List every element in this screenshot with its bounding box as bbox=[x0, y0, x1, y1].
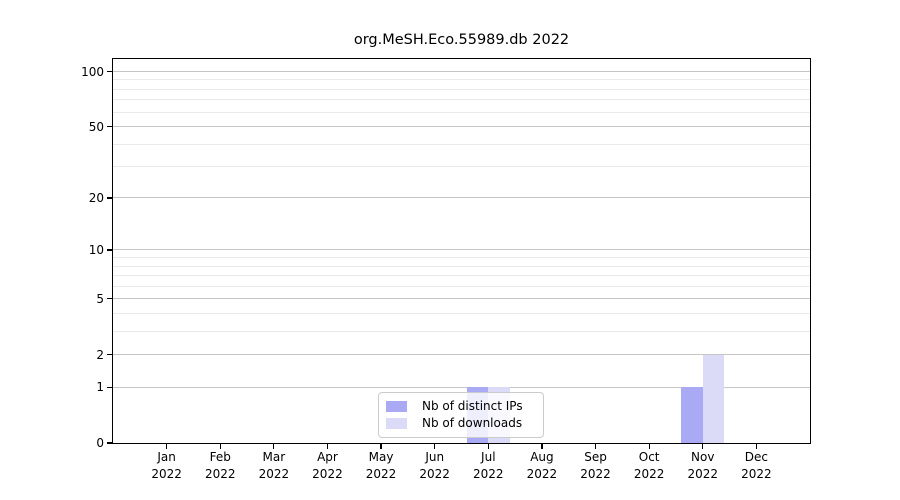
legend-swatch-nb-of-downloads bbox=[386, 418, 407, 429]
x-tick-month: Jul bbox=[481, 450, 496, 464]
legend-label: Nb of distinct IPs bbox=[422, 399, 523, 413]
legend-item-nb-of-downloads: Nb of downloads bbox=[386, 417, 543, 430]
x-tick-may bbox=[380, 444, 382, 449]
plot-area: Nb of distinct IPs Nb of downloads bbox=[113, 59, 810, 443]
x-tick-month: Nov bbox=[691, 450, 715, 464]
x-tick-label-jun: Jun 2022 bbox=[403, 449, 467, 483]
x-tick-label-may: May 2022 bbox=[349, 449, 413, 483]
x-tick-dec bbox=[755, 444, 758, 449]
x-tick-label-sep: Sep 2022 bbox=[564, 449, 628, 483]
bar-nb-of-downloads-nov bbox=[702, 354, 725, 443]
gridline-minor-9 bbox=[113, 257, 810, 259]
y-tick-0 bbox=[107, 442, 112, 444]
x-tick-mar bbox=[273, 444, 275, 449]
x-tick-month: Apr bbox=[317, 450, 338, 464]
x-tick-jun bbox=[434, 444, 436, 449]
y-tick-label-20: 20 bbox=[88, 190, 104, 205]
gridline-minor-40 bbox=[113, 143, 810, 145]
x-tick-year: 2022 bbox=[365, 467, 397, 481]
gridline-1 bbox=[113, 386, 810, 388]
x-tick-aug bbox=[541, 444, 543, 449]
x-tick-month: Feb bbox=[209, 450, 231, 464]
x-tick-year: 2022 bbox=[473, 467, 504, 481]
x-tick-month: Sep bbox=[584, 450, 607, 464]
x-tick-label-jan: Jan 2022 bbox=[135, 449, 199, 483]
x-tick-sep bbox=[594, 444, 597, 449]
legend: Nb of distinct IPs Nb of downloads bbox=[378, 392, 544, 438]
gridline-5 bbox=[113, 298, 810, 300]
gridline-minor-3 bbox=[113, 330, 810, 332]
y-tick-1 bbox=[107, 386, 112, 388]
gridline-minor-80 bbox=[113, 88, 810, 90]
y-tick-50 bbox=[107, 125, 112, 128]
x-tick-jan bbox=[165, 444, 168, 449]
x-tick-year: 2022 bbox=[633, 467, 665, 481]
gridline-minor-7 bbox=[113, 275, 810, 277]
bar-nb-of-distinct-ips-nov bbox=[681, 387, 703, 443]
y-tick-20 bbox=[107, 197, 112, 199]
x-tick-month: Jan bbox=[157, 450, 176, 464]
gridline-minor-4 bbox=[113, 312, 810, 314]
gridline-minor-90 bbox=[113, 79, 810, 81]
x-tick-year: 2022 bbox=[526, 467, 558, 481]
x-tick-label-oct: Oct 2022 bbox=[617, 449, 681, 483]
x-tick-year: 2022 bbox=[151, 467, 182, 481]
gridline-minor-70 bbox=[113, 99, 810, 101]
chart-title: org.MeSH.Eco.55989.db 2022 bbox=[353, 32, 570, 48]
x-tick-year: 2022 bbox=[419, 467, 450, 481]
x-tick-year: 2022 bbox=[580, 467, 611, 481]
gridline-minor-8 bbox=[113, 265, 810, 267]
gridline-minor-6 bbox=[113, 285, 810, 287]
x-tick-oct bbox=[648, 444, 650, 449]
x-tick-month: Mar bbox=[262, 450, 286, 464]
x-tick-month: Aug bbox=[530, 450, 554, 464]
gridline-50 bbox=[113, 126, 810, 128]
x-tick-label-apr: Apr 2022 bbox=[295, 449, 359, 483]
y-tick-label-0: 0 bbox=[96, 436, 104, 450]
legend-swatch-nb-of-distinct-ips bbox=[386, 401, 407, 412]
x-tick-nov bbox=[702, 444, 704, 449]
x-tick-label-aug: Aug 2022 bbox=[510, 449, 574, 483]
x-tick-label-mar: Mar 2022 bbox=[242, 449, 306, 483]
gridline-2 bbox=[113, 354, 810, 356]
x-tick-year: 2022 bbox=[204, 467, 236, 481]
x-tick-label-nov: Nov 2022 bbox=[671, 449, 735, 483]
y-tick-label-5: 5 bbox=[96, 291, 104, 306]
x-tick-label-feb: Feb 2022 bbox=[188, 449, 252, 483]
y-tick-label-100: 100 bbox=[81, 64, 104, 79]
x-tick-month: Jun bbox=[425, 450, 445, 464]
gridline-10 bbox=[113, 249, 810, 251]
x-tick-year: 2022 bbox=[687, 467, 719, 481]
x-tick-label-jul: Jul 2022 bbox=[456, 449, 520, 483]
legend-item-nb-of-distinct-ips: Nb of distinct IPs bbox=[386, 400, 543, 413]
x-tick-year: 2022 bbox=[741, 467, 772, 481]
y-tick-100 bbox=[107, 70, 112, 73]
y-tick-5 bbox=[107, 298, 112, 300]
x-tick-year: 2022 bbox=[312, 467, 343, 481]
x-tick-year: 2022 bbox=[258, 467, 290, 481]
x-tick-jul bbox=[487, 444, 489, 449]
gridline-20 bbox=[113, 197, 810, 199]
y-tick-2 bbox=[107, 353, 112, 356]
y-tick-10 bbox=[107, 249, 112, 251]
gridline-minor-60 bbox=[113, 111, 810, 113]
gridline-100 bbox=[113, 71, 810, 73]
x-tick-month: Oct bbox=[638, 450, 660, 464]
y-tick-label-1: 1 bbox=[96, 380, 104, 395]
x-tick-month: May bbox=[368, 450, 394, 464]
legend-label: Nb of downloads bbox=[422, 416, 523, 430]
gridline-minor-30 bbox=[113, 166, 810, 168]
y-tick-label-50: 50 bbox=[88, 119, 104, 134]
y-tick-label-2: 2 bbox=[96, 347, 104, 362]
y-tick-label-10: 10 bbox=[88, 242, 104, 257]
x-tick-month: Dec bbox=[744, 450, 768, 464]
x-tick-label-dec: Dec 2022 bbox=[724, 449, 788, 483]
x-tick-apr bbox=[326, 444, 329, 449]
x-tick-feb bbox=[219, 444, 221, 449]
